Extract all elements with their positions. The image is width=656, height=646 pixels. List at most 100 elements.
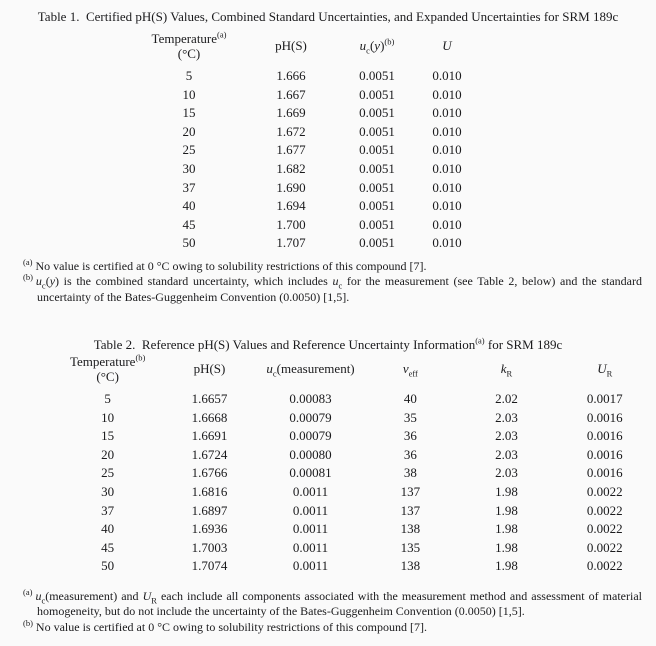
table-cell: 1.98 [495,521,518,537]
footnote-marker: (a) [23,257,33,267]
table-cell: 2.03 [495,446,518,462]
table-cell: 0.0051 [359,142,395,158]
table-cell: 0.0016 [586,465,623,481]
col-header-ph: pH(S) [275,38,307,54]
table-cell: 0.0051 [359,179,395,195]
table-cell: 0.010 [432,142,462,158]
table-cell: 5 [185,68,193,83]
table-row: 5 1.666 0.0051 0.010 [130,67,474,86]
footnote: (b) uc(y) is the combined standard uncert… [10,273,642,305]
table-row: 15 1.6691 0.00079 36 2.03 0.0016 [56,427,656,446]
footnote-text: (measurement) and [45,589,143,603]
table-cell: 0.0022 [586,539,623,555]
table-cell: 0.010 [432,160,462,176]
table1-body: 5 1.666 0.0051 0.010 10 1.667 0.0051 0.010 15 1.6… [130,67,474,253]
footnote: (a) No value is certified at 0 °C owing t… [10,257,642,274]
table-cell: 1.98 [495,502,518,518]
table-cell: 0.0051 [359,198,395,214]
footnote: (b) No value is certified at 0 °C owing t… [10,617,642,635]
table-cell: 0.010 [432,216,462,232]
table-cell: 0.010 [432,105,462,121]
table-cell: 20 [101,446,115,462]
table-row: 50 1.7074 0.0011 138 1.98 0.0022 [56,557,656,576]
table-cell: 36 [403,446,417,462]
footnote-text: ( [45,274,50,289]
table-cell: 35 [403,409,417,425]
table-cell: 0.0051 [359,160,395,176]
table-row: 30 1.6816 0.0011 137 1.98 0.0022 [56,483,656,502]
table-cell: 0.0051 [359,86,395,102]
table-cell: 37 [101,502,115,518]
table-cell: 0.010 [432,198,462,214]
table-cell: 30 [101,483,115,499]
table-cell: 0.0011 [292,502,329,518]
table-row: 10 1.667 0.0051 0.010 [130,86,474,105]
table-cell: 2.03 [495,428,518,444]
table-cell: 15 [182,105,196,121]
table-cell: 1.98 [495,539,518,555]
footnote-text: u [35,274,42,289]
table-cell: 138 [400,558,421,574]
table-row: 30 1.682 0.0051 0.010 [130,160,474,179]
table-cell: 30 [182,160,196,176]
table-cell: 10 [101,409,115,425]
table2-title: Table 2. Reference pH(S) Values and Refe… [93,335,563,352]
table-cell: 2.02 [495,391,518,406]
table-cell: 0.0022 [586,558,623,574]
table-cell: 20 [182,123,196,139]
table-cell: 1.6668 [191,409,228,425]
table-cell: 1.700 [276,216,306,232]
table-row: 37 1.6897 0.0011 137 1.98 0.0022 [56,502,656,521]
table-cell: 0.00079 [289,428,332,444]
footnote-text: y [49,274,56,289]
table-cell: 0.00079 [289,409,332,425]
table-cell: 0.010 [432,123,462,139]
table-cell: 1.6724 [191,446,228,462]
table-row: 20 1.6724 0.00080 36 2.03 0.0016 [56,446,656,465]
footnote-text: each include all components associated w… [37,589,642,619]
table-cell: 138 [400,521,421,537]
table-cell: 1.6691 [191,428,228,444]
table2-header: Temperature(b) (°C) pH(S) uc(measurement… [56,353,656,390]
col-header-reference-uncertainty: UR [597,361,613,379]
footnote-marker: (b) [23,617,33,628]
table-cell: 1.6816 [191,483,228,499]
table-cell: 5 [104,391,111,406]
table-cell: 25 [182,142,196,158]
footnote-text: for the measurement (see Table 2, below)… [37,274,642,304]
table-row: 20 1.672 0.0051 0.010 [130,123,474,142]
table-cell: 1.667 [276,86,306,102]
table-row: 10 1.6668 0.00079 35 2.03 0.0016 [56,409,656,428]
footnote-text: c [41,280,46,291]
table-row: 40 1.694 0.0051 0.010 [130,197,474,216]
col-header-temperature: Temperature(b) (°C) [56,353,159,390]
table-cell: 0.0011 [292,483,329,499]
footnote: (a) uc(measurement) and UR each include a… [10,588,642,620]
table-cell: 40 [403,391,417,406]
table-cell: 137 [400,502,421,518]
table-cell: 0.0051 [359,68,395,83]
table-cell: 0.010 [432,68,462,83]
table-cell: 15 [101,428,115,444]
table-cell: 10 [182,86,196,102]
footnote-text: No value is certified at 0 °C owing to s… [35,259,427,273]
table-cell: 0.0011 [292,558,329,574]
col-header-coverage-factor: kR [500,361,513,379]
table-cell: 0.0022 [586,502,623,518]
table-cell: 0.0011 [292,539,329,555]
table-cell: 0.0011 [292,521,329,537]
table-cell: 1.672 [276,123,306,139]
col-header-temperature-unit: (°C) [177,45,201,61]
footnote-text: c [338,280,343,291]
table-cell: 1.666 [276,68,306,83]
table-cell: 1.707 [276,235,306,251]
table-cell: 1.6766 [191,465,228,481]
table-cell: 36 [403,428,417,444]
table-cell: 137 [400,483,421,499]
table-cell: 0.0017 [586,391,623,406]
table-cell: 0.0051 [359,216,395,232]
table-cell: 1.98 [495,558,518,574]
col-header-effective-dof: veff [402,361,418,379]
footnote-text: u [332,274,339,289]
